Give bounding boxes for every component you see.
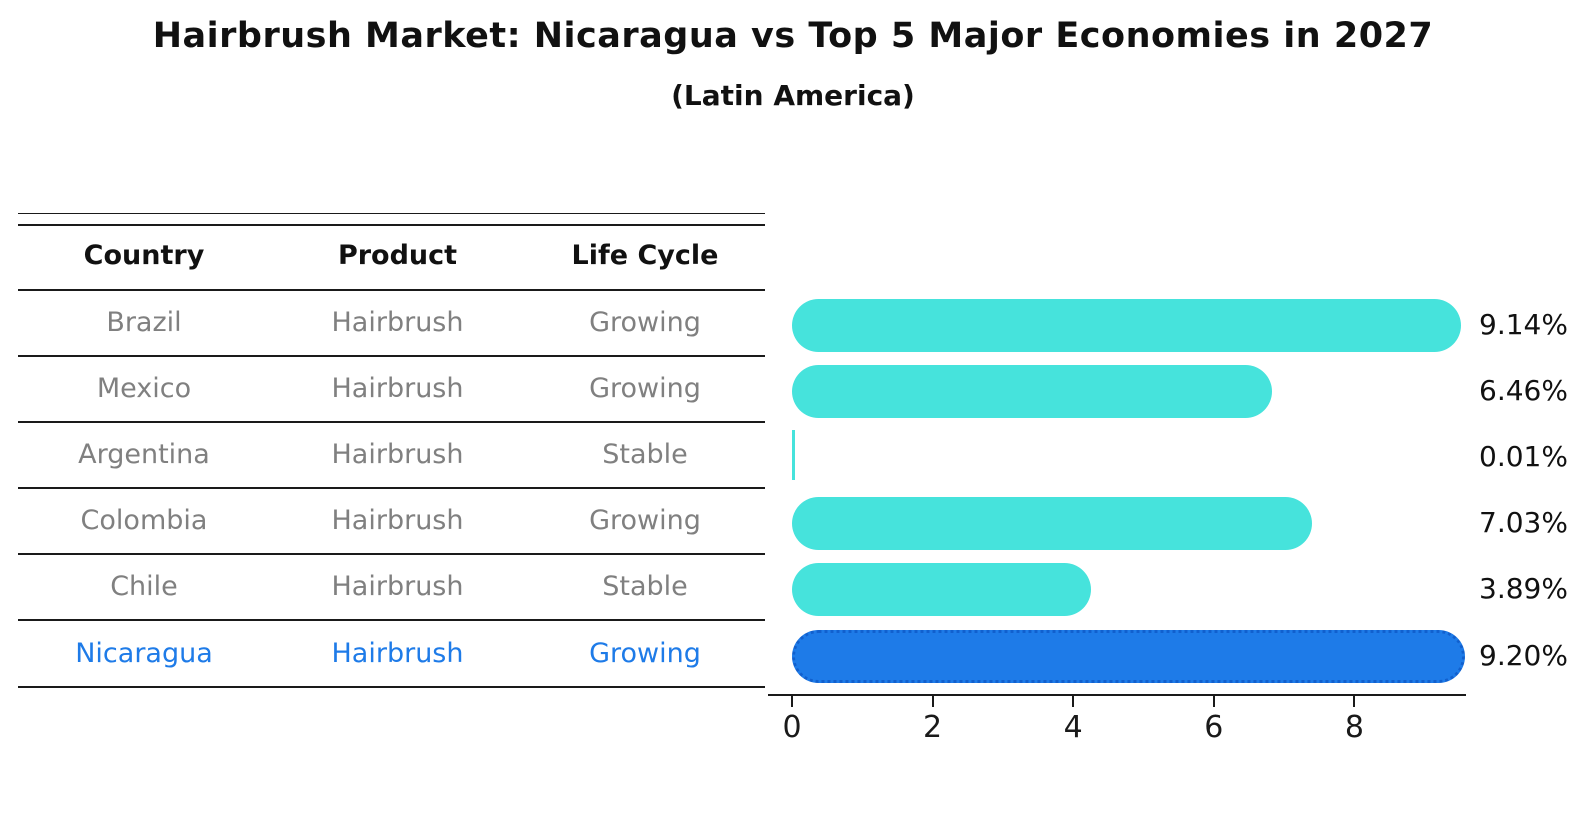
- cell-lifecycle: Growing: [589, 504, 701, 536]
- x-axis-tick-label: 4: [1063, 710, 1083, 745]
- x-axis-tick-label: 2: [923, 710, 943, 745]
- x-axis-tick: [1212, 696, 1215, 707]
- cell-country: Argentina: [78, 438, 210, 470]
- cell-lifecycle: Growing: [589, 306, 701, 338]
- cell-lifecycle: Stable: [602, 438, 688, 470]
- x-axis-tick: [1072, 696, 1075, 707]
- table-row: Mexico Hairbrush Growing: [18, 371, 765, 405]
- column-header-life-cycle: Life Cycle: [571, 239, 719, 271]
- table-row-rule: [18, 487, 765, 489]
- cell-product: Hairbrush: [331, 570, 464, 602]
- table-row: Brazil Hairbrush Growing: [18, 305, 765, 339]
- column-header-country: Country: [83, 239, 205, 271]
- x-axis-line: [768, 694, 1466, 696]
- cell-country: Nicaragua: [75, 637, 213, 669]
- bar-nicaragua: [792, 630, 1465, 683]
- table-row-rule: [18, 619, 765, 621]
- table-top-rule: [18, 213, 765, 214]
- bar-mexico: [792, 365, 1272, 418]
- table-top-rule: [18, 224, 765, 226]
- cell-country: Chile: [110, 570, 178, 602]
- cell-product: Hairbrush: [331, 372, 464, 404]
- bar-chile: [792, 563, 1091, 616]
- cell-lifecycle: Growing: [589, 637, 701, 669]
- table-row: Argentina Hairbrush Stable: [18, 437, 765, 471]
- bar-value-label: 6.46%: [1479, 374, 1568, 407]
- table-row-rule: [18, 686, 765, 688]
- table-header-row: Country Product Life Cycle: [18, 238, 765, 272]
- cell-product: Hairbrush: [331, 504, 464, 536]
- bar-value-label: 9.14%: [1479, 308, 1568, 341]
- bar-brazil: [792, 299, 1461, 352]
- table-row-rule: [18, 355, 765, 357]
- table-row-rule: [18, 289, 765, 291]
- table-row-rule: [18, 553, 765, 555]
- bar-colombia: [792, 497, 1312, 550]
- cell-lifecycle: Stable: [602, 570, 688, 602]
- chart-subtitle: (Latin America): [671, 79, 915, 112]
- table-row-rule: [18, 421, 765, 423]
- cell-country: Mexico: [96, 372, 192, 404]
- cell-lifecycle: Growing: [589, 372, 701, 404]
- chart-title: Hairbrush Market: Nicaragua vs Top 5 Maj…: [152, 16, 1434, 56]
- x-axis-tick: [791, 696, 793, 707]
- x-axis-tick: [1353, 696, 1356, 707]
- x-axis-tick: [931, 696, 934, 707]
- bar-argentina: [792, 430, 795, 480]
- cell-product: Hairbrush: [331, 306, 464, 338]
- table-row: Nicaragua Hairbrush Growing: [18, 636, 765, 670]
- bar-value-label: 3.89%: [1479, 572, 1568, 605]
- bar-value-label: 0.01%: [1479, 440, 1568, 473]
- x-axis-tick-label: 6: [1204, 710, 1224, 745]
- table-row: Colombia Hairbrush Growing: [18, 503, 765, 537]
- cell-product: Hairbrush: [331, 438, 464, 470]
- cell-country: Brazil: [106, 306, 182, 338]
- table-row: Chile Hairbrush Stable: [18, 569, 765, 603]
- x-axis-tick-label: 8: [1344, 710, 1364, 745]
- column-header-product: Product: [337, 239, 458, 271]
- cell-product: Hairbrush: [331, 637, 464, 669]
- x-axis-tick-label: 0: [782, 710, 802, 745]
- bar-value-label: 7.03%: [1479, 506, 1568, 539]
- cell-country: Colombia: [80, 504, 208, 536]
- bar-value-label: 9.20%: [1479, 639, 1568, 672]
